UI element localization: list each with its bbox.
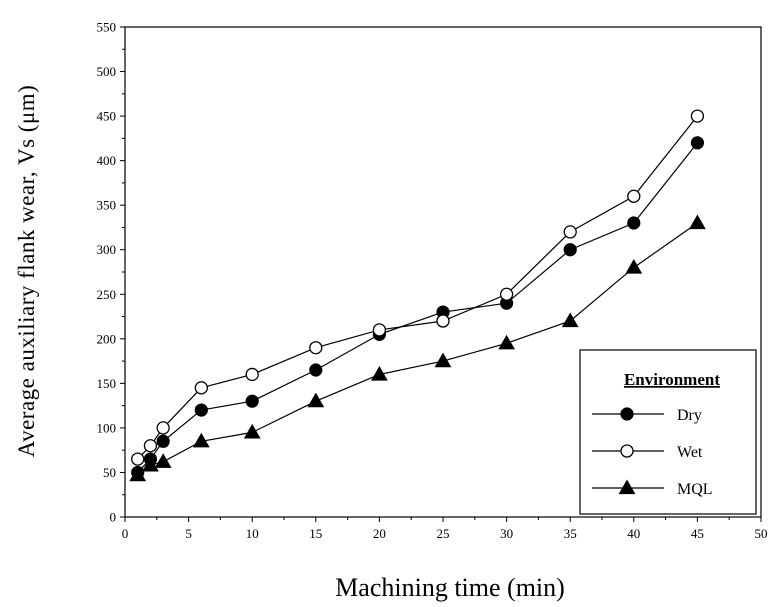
y-axis-title: Average auxiliary flank wear, Vs (μm): [14, 85, 39, 458]
data-point-mql: [561, 312, 579, 328]
data-point-mql: [371, 365, 388, 381]
y-tick-label: 100: [97, 420, 117, 435]
x-tick-label: 40: [627, 526, 640, 541]
y-tick-label: 550: [97, 20, 117, 35]
data-point-mql: [625, 259, 643, 274]
data-point-mql: [142, 456, 159, 472]
x-tick-label: 15: [309, 526, 322, 541]
legend-box: [579, 349, 757, 515]
x-axis-title: Machining time (min): [335, 573, 565, 602]
y-tick-label: 300: [97, 242, 117, 257]
data-point-mql: [689, 214, 706, 230]
data-point-wet: [245, 367, 259, 382]
data-point-wet: [499, 287, 514, 301]
data-point-wet: [372, 323, 387, 337]
data-point-wet: [143, 439, 158, 453]
x-tick-label: 0: [122, 526, 129, 541]
data-point-wet: [194, 381, 208, 395]
x-tick-label: 20: [373, 526, 386, 541]
data-point-mql: [307, 392, 325, 408]
data-point-mql: [498, 334, 515, 350]
y-tick-label: 50: [103, 465, 116, 480]
data-point-wet: [156, 421, 170, 435]
legend-marker-dry: [620, 407, 634, 421]
data-point-wet: [131, 452, 145, 466]
legend-label-dry: Dry: [677, 407, 702, 424]
data-point-dry: [156, 434, 170, 448]
x-tick-label: 5: [185, 526, 192, 541]
axes-layer: 0 5 10 15 20 25 30 35 40 45 5005010015020025030035…: [97, 20, 768, 542]
legend-marker-mql: [618, 479, 636, 495]
y-tick-label: 350: [97, 198, 117, 213]
y-tick-label: 400: [97, 153, 117, 168]
data-point-mql: [129, 466, 147, 482]
y-tick-label: 500: [97, 64, 117, 79]
legend-marker-wet: [620, 444, 634, 458]
y-tick-label: 150: [97, 376, 117, 391]
data-point-wet: [309, 341, 323, 355]
series-layer: [129, 109, 706, 482]
legend: Environment Dry Wet MQL: [579, 349, 757, 515]
data-point-dry: [194, 403, 208, 417]
x-tick-label: 30: [500, 526, 513, 541]
data-point-mql: [154, 453, 172, 468]
data-point-dry: [309, 363, 323, 377]
data-point-wet: [563, 225, 577, 239]
data-point-dry: [245, 394, 259, 408]
legend-label-mql: MQL: [677, 481, 713, 498]
data-point-wet: [690, 109, 705, 123]
x-tick-label: 45: [691, 526, 704, 541]
y-tick-label: 0: [110, 510, 117, 525]
data-point-wet: [436, 314, 450, 328]
data-point-mql: [243, 423, 261, 439]
data-point-dry: [690, 136, 705, 150]
x-tick-label: 10: [246, 526, 259, 541]
x-tick-label: 35: [564, 526, 577, 541]
y-tick-label: 450: [97, 109, 117, 124]
y-tick-label: 250: [97, 287, 117, 302]
data-point-mql: [192, 432, 210, 448]
x-tick-label: 25: [437, 526, 450, 541]
x-tick-label: 50: [755, 526, 768, 541]
data-point-dry: [563, 243, 577, 257]
y-tick-label: 200: [97, 331, 117, 346]
data-point-mql: [434, 352, 452, 368]
data-point-dry: [627, 216, 641, 230]
data-point-wet: [627, 189, 641, 203]
legend-label-wet: Wet: [677, 444, 703, 461]
legend-title: Environment: [624, 370, 720, 389]
